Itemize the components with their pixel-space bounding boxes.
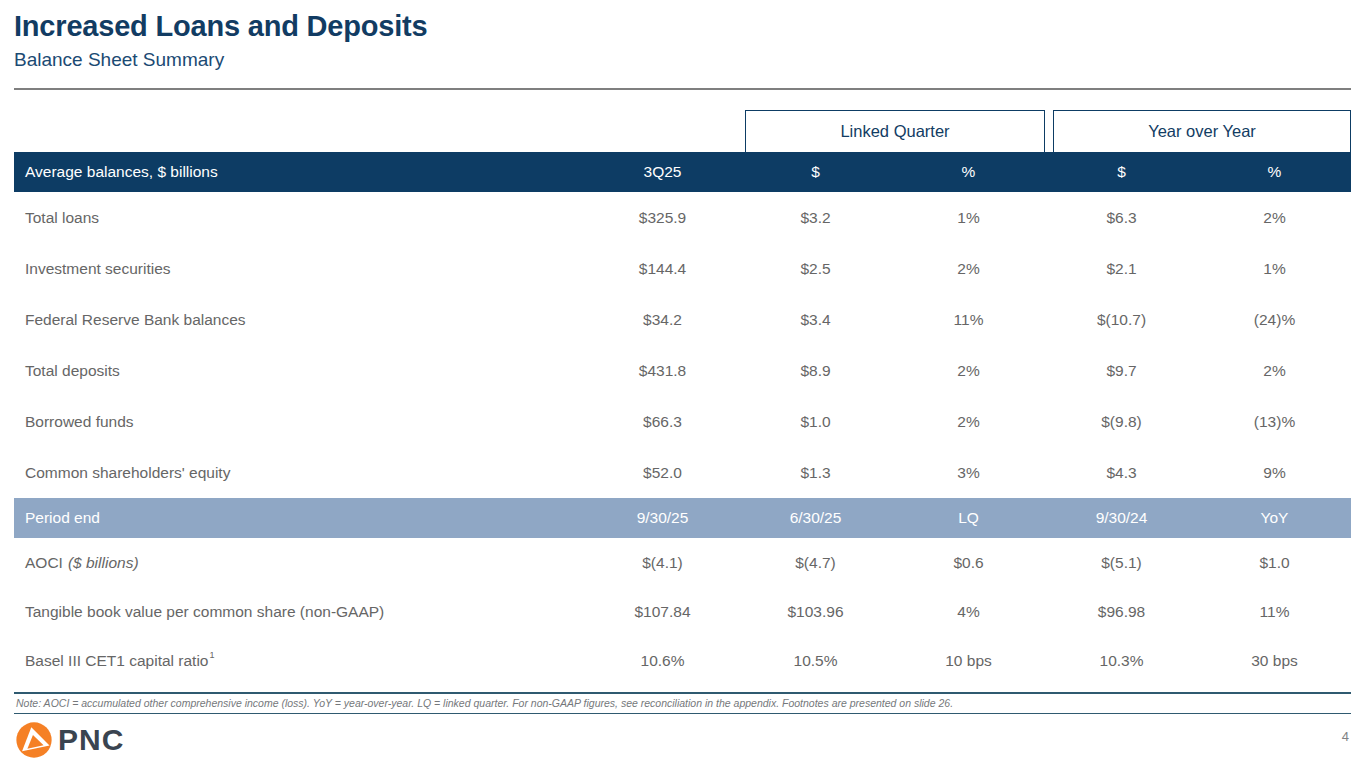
row-value: 30 bps — [1198, 636, 1351, 685]
row-value: 10.6% — [586, 636, 739, 685]
row-value: 3% — [892, 447, 1045, 498]
row-value: 1% — [1198, 243, 1351, 294]
page-title: Increased Loans and Deposits — [14, 0, 1351, 44]
footnote-text: Note: AOCI = accumulated other comprehen… — [16, 697, 1349, 709]
table-row-aoci: AOCI ($ billions) $(4.1) $(4.7) $0.6 $(5… — [14, 538, 1351, 587]
header-col-yoy-dollar: $ — [1045, 152, 1198, 192]
row-label: Tangible book value per common share (no… — [14, 587, 586, 636]
row-value: $(9.8) — [1045, 396, 1198, 447]
table-row-tangible-book-value: Tangible book value per common share (no… — [14, 587, 1351, 636]
pnc-logo: PNC — [16, 722, 124, 758]
row-value: 2% — [1198, 345, 1351, 396]
footnote-block: Note: AOCI = accumulated other comprehen… — [14, 692, 1351, 714]
row-label: Common shareholders' equity — [14, 447, 586, 498]
header-col-3q25: 3Q25 — [586, 152, 739, 192]
row-value: $52.0 — [586, 447, 739, 498]
row-label: Total loans — [14, 192, 586, 243]
group-header-spacer — [14, 110, 745, 152]
footnote-reference: 1 — [210, 650, 215, 660]
row-value: $107.84 — [586, 587, 739, 636]
row-value: 1% — [892, 192, 1045, 243]
row-label: Investment securities — [14, 243, 586, 294]
period-end-value: YoY — [1198, 498, 1351, 538]
aoci-label: AOCI — [25, 554, 63, 572]
period-end-value: 9/30/24 — [1045, 498, 1198, 538]
page-number: 4 — [1342, 729, 1349, 758]
row-value: 10 bps — [892, 636, 1045, 685]
period-end-label: Period end — [14, 498, 586, 538]
row-label: Federal Reserve Bank balances — [14, 294, 586, 345]
row-value: 11% — [1198, 587, 1351, 636]
table-row-total-deposits: Total deposits $431.8 $8.9 2% $9.7 2% — [14, 345, 1351, 396]
row-value: $9.7 — [1045, 345, 1198, 396]
pnc-triangle-icon — [16, 722, 52, 758]
row-value: $6.3 — [1045, 192, 1198, 243]
row-value: 10.5% — [739, 636, 892, 685]
table-row-investment-securities: Investment securities $144.4 $2.5 2% $2.… — [14, 243, 1351, 294]
header-col-lq-pct: % — [892, 152, 1045, 192]
row-value: $2.5 — [739, 243, 892, 294]
year-over-year-group-header: Year over Year — [1053, 110, 1351, 152]
row-value: (13)% — [1198, 396, 1351, 447]
row-value: $144.4 — [586, 243, 739, 294]
title-divider — [14, 88, 1351, 90]
header-col-lq-dollar: $ — [739, 152, 892, 192]
row-value: $4.3 — [1045, 447, 1198, 498]
row-value: $96.98 — [1045, 587, 1198, 636]
row-value: $1.0 — [739, 396, 892, 447]
period-end-row: Period end 9/30/25 6/30/25 LQ 9/30/24 Yo… — [14, 498, 1351, 538]
row-value: $66.3 — [586, 396, 739, 447]
slide: Increased Loans and Deposits Balance She… — [0, 0, 1365, 768]
row-value: $103.96 — [739, 587, 892, 636]
row-label: Total deposits — [14, 345, 586, 396]
row-value: 11% — [892, 294, 1045, 345]
table-row-basel-cet1-ratio: Basel III CET1 capital ratio 1 10.6% 10.… — [14, 636, 1351, 685]
row-label: Basel III CET1 capital ratio 1 — [14, 636, 586, 685]
row-value: $3.2 — [739, 192, 892, 243]
row-value: 10.3% — [1045, 636, 1198, 685]
group-header-gap — [1045, 110, 1053, 152]
period-end-value: 6/30/25 — [739, 498, 892, 538]
header-label: Average balances, $ billions — [14, 152, 586, 192]
basel-label: Basel III CET1 capital ratio — [25, 652, 209, 670]
row-value: 2% — [892, 345, 1045, 396]
row-label: AOCI ($ billions) — [14, 538, 586, 587]
row-value: $(4.1) — [586, 538, 739, 587]
row-value: $325.9 — [586, 192, 739, 243]
row-value: $2.1 — [1045, 243, 1198, 294]
row-value: $(4.7) — [739, 538, 892, 587]
row-label: Borrowed funds — [14, 396, 586, 447]
row-value: (24)% — [1198, 294, 1351, 345]
page-subtitle: Balance Sheet Summary — [14, 47, 1351, 73]
table-row-federal-reserve-bank-balances: Federal Reserve Bank balances $34.2 $3.4… — [14, 294, 1351, 345]
row-value: $1.3 — [739, 447, 892, 498]
linked-quarter-group-header: Linked Quarter — [745, 110, 1045, 152]
row-value: $3.4 — [739, 294, 892, 345]
period-end-value: LQ — [892, 498, 1045, 538]
header-col-yoy-pct: % — [1198, 152, 1351, 192]
row-value: $1.0 — [1198, 538, 1351, 587]
table-group-header-row: Linked Quarter Year over Year — [14, 110, 1351, 152]
row-value: $(5.1) — [1045, 538, 1198, 587]
slide-footer: PNC 4 — [16, 722, 1349, 758]
row-value: $34.2 — [586, 294, 739, 345]
period-end-value: 9/30/25 — [586, 498, 739, 538]
row-value: 2% — [892, 396, 1045, 447]
row-value: 2% — [1198, 192, 1351, 243]
table-row-common-shareholders-equity: Common shareholders' equity $52.0 $1.3 3… — [14, 447, 1351, 498]
row-value: 9% — [1198, 447, 1351, 498]
row-value: $8.9 — [739, 345, 892, 396]
row-value: $(10.7) — [1045, 294, 1198, 345]
row-value: $0.6 — [892, 538, 1045, 587]
table-row-borrowed-funds: Borrowed funds $66.3 $1.0 2% $(9.8) (13)… — [14, 396, 1351, 447]
table-row-total-loans: Total loans $325.9 $3.2 1% $6.3 2% — [14, 192, 1351, 243]
pnc-wordmark: PNC — [58, 723, 124, 757]
row-value: $431.8 — [586, 345, 739, 396]
row-value: 2% — [892, 243, 1045, 294]
aoci-label-unit: ($ billions) — [68, 554, 139, 572]
table-header-row: Average balances, $ billions 3Q25 $ % $ … — [14, 152, 1351, 192]
row-value: 4% — [892, 587, 1045, 636]
